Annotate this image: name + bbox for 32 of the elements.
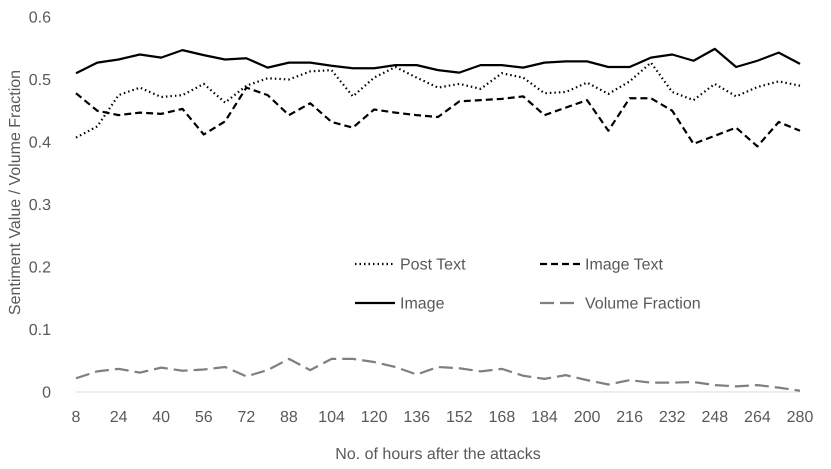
x-tick-label: 248 (701, 409, 728, 426)
x-tick-label: 232 (658, 409, 686, 426)
x-tick-label: 280 (786, 409, 814, 426)
y-tick-label: 0.5 (28, 72, 52, 90)
x-tick-label: 200 (574, 409, 601, 426)
x-tick-label: 184 (531, 409, 558, 426)
x-tick-label: 56 (194, 409, 213, 426)
legend-label: Image (400, 296, 445, 313)
x-tick-label: 24 (110, 409, 128, 426)
x-tick-label: 264 (744, 409, 771, 426)
x-tick-label: 120 (360, 409, 388, 426)
y-tick-label: 0.3 (28, 197, 52, 214)
x-axis-title: No. of hours after the attacks (335, 446, 541, 463)
x-tick-label: 88 (280, 409, 298, 426)
legend-label: Post Text (400, 256, 466, 274)
x-tick-label: 168 (488, 409, 516, 426)
line-series (74, 358, 802, 392)
y-tick-label: 0.1 (28, 322, 52, 340)
x-tick-label: 104 (318, 409, 345, 426)
legend-label: Image Text (585, 256, 664, 274)
y-tick-label: 0.4 (28, 134, 52, 152)
x-tick-label: 40 (152, 409, 170, 426)
x-tick-label: 152 (446, 409, 473, 426)
x-tick-label: 72 (237, 409, 256, 426)
x-tick-label: 8 (72, 409, 81, 426)
y-tick-label: 0.2 (28, 260, 52, 277)
y-axis-title: Sentiment Value / Volume Fraction (7, 70, 24, 316)
x-tick-label: 216 (616, 409, 644, 426)
y-tick-label: 0.6 (28, 10, 52, 27)
legend-label: Volume Fraction (585, 296, 701, 313)
x-tick-label: 136 (403, 409, 430, 426)
y-tick-label: 0 (42, 384, 52, 402)
